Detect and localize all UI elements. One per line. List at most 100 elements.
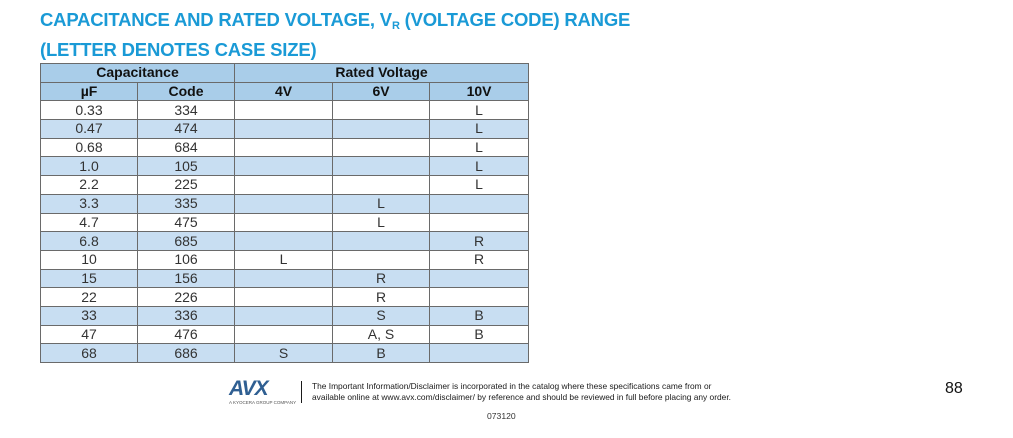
cell-10v: L xyxy=(429,175,530,195)
cell-10v xyxy=(429,287,530,307)
cell-4v xyxy=(234,137,334,158)
cell-10v: L xyxy=(429,156,530,177)
cell-4v xyxy=(234,268,334,289)
cell-4v: L xyxy=(234,249,334,270)
column-header-code: Code xyxy=(136,81,236,102)
cell-10v: B xyxy=(429,324,530,345)
cell-4v xyxy=(234,156,334,177)
cell-code: 226 xyxy=(136,287,236,307)
table-row: 2.2 225 L xyxy=(40,175,530,195)
cell-code: 336 xyxy=(136,305,236,326)
page-number: 88 xyxy=(945,380,963,397)
cell-10v xyxy=(429,268,530,289)
cell-10v xyxy=(429,212,530,233)
cell-code: 476 xyxy=(136,324,236,345)
cell-6v xyxy=(332,156,431,177)
cell-10v: R xyxy=(429,231,530,251)
cell-uf: 3.3 xyxy=(40,193,138,214)
cell-6v: L xyxy=(332,193,431,214)
table-column-header-row: µF Code 4V 6V 10V xyxy=(40,81,530,102)
cell-uf: 0.68 xyxy=(40,137,138,158)
cell-4v xyxy=(234,193,334,214)
table-row: 68 686 S B xyxy=(40,343,530,363)
table-row: 0.47 474 L xyxy=(40,119,530,139)
cell-4v xyxy=(234,212,334,233)
document-code: 073120 xyxy=(487,411,516,421)
cell-4v xyxy=(234,305,334,326)
cell-uf: 22 xyxy=(40,287,138,307)
column-header-10v: 10V xyxy=(429,81,530,102)
table-row: 0.68 684 L xyxy=(40,137,530,158)
footer-divider xyxy=(301,381,302,403)
cell-10v xyxy=(429,343,530,363)
cell-6v xyxy=(332,175,431,195)
table-row: 33 336 S B xyxy=(40,305,530,326)
table-row: 0.33 334 L xyxy=(40,100,530,121)
cell-code: 684 xyxy=(136,137,236,158)
cell-6v xyxy=(332,137,431,158)
cell-code: 686 xyxy=(136,343,236,363)
cell-uf: 10 xyxy=(40,249,138,270)
title-subscript: R xyxy=(391,20,400,32)
capacitance-voltage-table: Capacitance Rated Voltage µF Code 4V 6V … xyxy=(39,63,530,363)
cell-uf: 4.7 xyxy=(40,212,138,233)
group-header-capacitance: Capacitance xyxy=(39,63,236,83)
cell-6v xyxy=(332,231,431,251)
cell-6v: R xyxy=(332,268,431,289)
table-row: 3.3 335 L xyxy=(40,193,530,214)
cell-code: 105 xyxy=(136,156,236,177)
logo-wordmark: AVX xyxy=(229,377,269,400)
table-row: 15 156 R xyxy=(40,268,530,289)
cell-code: 335 xyxy=(136,193,236,214)
cell-4v xyxy=(234,287,334,307)
cell-6v xyxy=(332,249,431,270)
cell-uf: 1.0 xyxy=(40,156,138,177)
cell-6v: S xyxy=(332,305,431,326)
cell-code: 474 xyxy=(136,119,236,139)
cell-code: 685 xyxy=(136,231,236,251)
cell-uf: 68 xyxy=(40,343,138,363)
cell-4v xyxy=(234,231,334,251)
cell-10v: L xyxy=(429,137,530,158)
cell-10v: R xyxy=(429,249,530,270)
cell-6v: B xyxy=(332,343,431,363)
disclaimer-text: The Important Information/Disclaimer is … xyxy=(312,381,731,403)
cell-6v xyxy=(332,119,431,139)
column-header-uf: µF xyxy=(40,81,138,102)
disclaimer-line-1: The Important Information/Disclaimer is … xyxy=(312,381,712,391)
page-title: CAPACITANCE AND RATED VOLTAGE, VR (VOLTA… xyxy=(40,8,630,62)
cell-4v xyxy=(234,175,334,195)
cell-uf: 33 xyxy=(40,305,138,326)
cell-6v: A, S xyxy=(332,324,431,345)
cell-code: 225 xyxy=(136,175,236,195)
cell-4v xyxy=(234,324,334,345)
cell-4v xyxy=(234,100,334,121)
cell-code: 334 xyxy=(136,100,236,121)
table-row: 1.0 105 L xyxy=(40,156,530,177)
cell-6v: L xyxy=(332,212,431,233)
cell-10v xyxy=(429,193,530,214)
cell-code: 475 xyxy=(136,212,236,233)
cell-code: 106 xyxy=(136,249,236,270)
column-header-4v: 4V xyxy=(234,81,334,102)
cell-4v xyxy=(234,119,334,139)
table-group-header-row: Capacitance Rated Voltage xyxy=(39,63,530,83)
cell-uf: 47 xyxy=(40,324,138,345)
title-line-2: (LETTER DENOTES CASE SIZE) xyxy=(40,39,317,60)
table-row: 4.7 475 L xyxy=(40,212,530,233)
cell-10v: B xyxy=(429,305,530,326)
cell-6v: R xyxy=(332,287,431,307)
avx-logo: AVX A KYOCERA GROUP COMPANY xyxy=(229,377,296,407)
cell-10v: L xyxy=(429,119,530,139)
cell-uf: 15 xyxy=(40,268,138,289)
table-row: 47 476 A, S B xyxy=(40,324,530,345)
cell-uf: 0.47 xyxy=(40,119,138,139)
cell-6v xyxy=(332,100,431,121)
logo-tagline: A KYOCERA GROUP COMPANY xyxy=(229,400,297,405)
table-row: 6.8 685 R xyxy=(40,231,530,251)
cell-uf: 2.2 xyxy=(40,175,138,195)
cell-uf: 6.8 xyxy=(40,231,138,251)
group-header-rated-voltage: Rated Voltage xyxy=(234,63,530,83)
column-header-6v: 6V xyxy=(332,81,431,102)
table-row: 10 106 L R xyxy=(40,249,530,270)
